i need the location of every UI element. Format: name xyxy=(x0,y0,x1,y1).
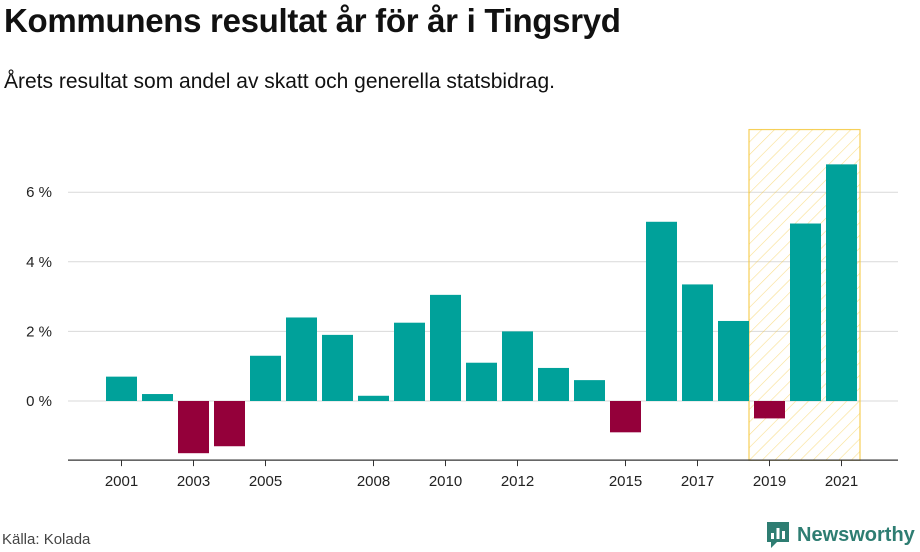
x-tick-label: 2017 xyxy=(681,473,714,490)
bar-2007 xyxy=(322,334,353,401)
brand-name: Newsworthy xyxy=(797,523,915,546)
bar-2020 xyxy=(790,223,821,401)
bar-2017 xyxy=(682,284,713,401)
x-tick-label: 2021 xyxy=(825,473,858,490)
x-tick-label: 2012 xyxy=(501,473,534,490)
bar-2019 xyxy=(754,401,785,419)
bar-2005 xyxy=(250,355,281,401)
bar-2012 xyxy=(502,331,533,401)
bar-2002 xyxy=(142,394,173,401)
x-tick-label: 2003 xyxy=(177,473,210,490)
bar-2009 xyxy=(394,322,425,401)
brand-logo: Newsworthy xyxy=(765,520,915,550)
bar-2006 xyxy=(286,317,317,401)
bar-2018 xyxy=(718,320,749,401)
bar-2008 xyxy=(358,395,389,401)
x-tick-label: 2001 xyxy=(105,473,138,490)
source-note: Källa: Kolada xyxy=(2,531,91,548)
bar-2021 xyxy=(826,164,857,401)
x-tick-label: 2019 xyxy=(753,473,786,490)
x-tick-label: 2015 xyxy=(609,473,642,490)
y-tick-label: 4 % xyxy=(26,254,52,271)
x-tick-label: 2008 xyxy=(357,473,390,490)
chart-title: Kommunens resultat år för år i Tingsryd xyxy=(4,2,621,39)
y-tick-label: 6 % xyxy=(26,184,52,201)
bar-2001 xyxy=(106,376,137,401)
bar-2003 xyxy=(178,401,209,454)
x-tick-label: 2010 xyxy=(429,473,462,490)
bar-2015 xyxy=(610,401,641,433)
y-tick-label: 0 % xyxy=(26,393,52,410)
chart-subtitle: Årets resultat som andel av skatt och ge… xyxy=(4,70,555,93)
newsworthy-logo-icon xyxy=(767,522,789,548)
y-tick-label: 2 % xyxy=(26,323,52,340)
x-tick-label: 2005 xyxy=(249,473,282,490)
bar-2016 xyxy=(646,221,677,401)
bar-2004 xyxy=(214,401,245,447)
bar-2014 xyxy=(574,380,605,401)
bar-2011 xyxy=(466,362,497,401)
bar-2010 xyxy=(430,294,461,401)
bar-2013 xyxy=(538,367,569,401)
